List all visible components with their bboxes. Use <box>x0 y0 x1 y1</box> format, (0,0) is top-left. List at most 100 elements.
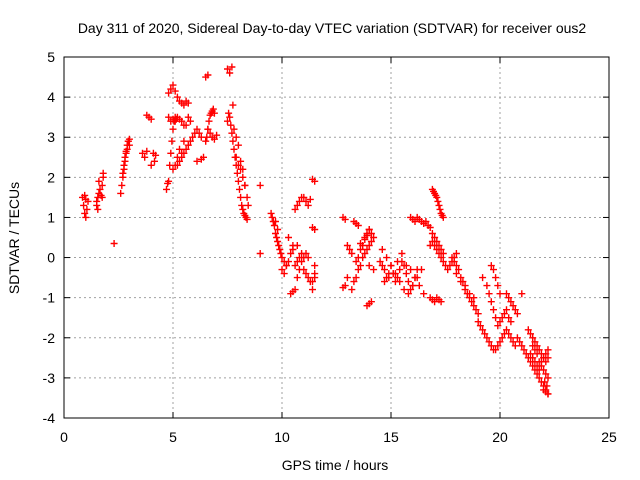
data-point <box>503 326 510 334</box>
data-point <box>341 215 349 223</box>
data-point <box>367 230 375 237</box>
data-point <box>226 69 234 77</box>
data-point <box>95 177 103 185</box>
data-point <box>122 147 130 155</box>
data-point <box>511 342 519 350</box>
data-point <box>238 201 246 209</box>
data-point <box>402 270 410 278</box>
chart-title: Day 311 of 2020, Sidereal Day-to-day VTE… <box>78 20 587 36</box>
data-point <box>306 195 314 203</box>
data-point <box>507 298 515 306</box>
data-point <box>275 242 283 249</box>
data-point <box>461 282 469 290</box>
data-point <box>84 197 92 205</box>
data-point <box>542 350 550 358</box>
data-point <box>483 334 491 342</box>
data-point <box>352 274 360 282</box>
data-point <box>268 213 276 221</box>
data-point <box>444 266 452 274</box>
data-point <box>428 230 436 237</box>
data-point <box>516 338 524 346</box>
data-point <box>165 113 173 121</box>
data-point <box>98 181 106 189</box>
data-point <box>455 266 463 274</box>
data-point <box>256 250 264 257</box>
data-point <box>494 322 502 330</box>
data-point <box>524 326 532 334</box>
data-point <box>520 346 528 354</box>
x-tick-label: 10 <box>274 429 290 445</box>
data-point <box>398 250 406 257</box>
data-point <box>496 338 504 346</box>
data-point <box>121 153 129 161</box>
data-point <box>339 284 347 292</box>
data-point <box>507 334 515 342</box>
data-point <box>507 318 515 326</box>
data-point <box>202 137 210 145</box>
data-point <box>431 298 439 306</box>
data-point <box>513 334 521 342</box>
data-point <box>300 193 308 201</box>
data-point <box>110 240 118 247</box>
data-point <box>165 89 173 97</box>
data-point <box>267 209 275 217</box>
data-point <box>226 113 234 121</box>
data-point <box>411 274 419 282</box>
data-point <box>437 254 445 262</box>
axis-ticks: 0 5 10 15 20 25 -4 -3 -2 -1 0 1 2 3 4 5 <box>43 49 617 445</box>
data-point <box>276 246 284 253</box>
data-point <box>311 270 319 278</box>
data-point <box>389 270 397 278</box>
data-point <box>496 318 504 326</box>
y-axis-label: SDTVAR / TECUs <box>6 182 22 294</box>
data-point <box>193 157 201 165</box>
data-point <box>533 350 541 358</box>
data-point <box>227 121 235 129</box>
data-point <box>180 121 188 129</box>
data-point <box>544 346 552 354</box>
data-point <box>527 350 534 358</box>
data-point <box>165 177 173 185</box>
data-point <box>418 266 425 274</box>
data-point <box>123 141 131 149</box>
x-tick-label: 15 <box>383 429 399 445</box>
data-point <box>302 197 310 205</box>
data-point <box>182 145 190 153</box>
data-point <box>494 282 502 290</box>
data-point <box>237 193 245 201</box>
data-point <box>452 250 460 257</box>
data-point <box>80 201 88 209</box>
data-point <box>291 286 299 294</box>
data-point <box>200 153 207 161</box>
data-point <box>381 278 388 286</box>
data-point <box>243 215 251 223</box>
data-point <box>492 346 500 354</box>
data-point <box>439 213 447 221</box>
data-point <box>241 181 249 189</box>
data-point <box>452 270 460 278</box>
data-point <box>535 366 543 374</box>
data-point <box>169 125 177 133</box>
data-point <box>300 266 308 274</box>
data-point <box>180 137 188 145</box>
data-point <box>163 185 170 193</box>
data-point <box>437 246 445 253</box>
data-point <box>152 151 160 159</box>
data-point <box>167 85 175 93</box>
data-point <box>81 209 89 217</box>
data-point <box>169 165 177 173</box>
data-point <box>433 238 441 245</box>
data-point <box>274 238 282 245</box>
data-point <box>365 226 373 233</box>
data-point <box>295 254 303 262</box>
data-point <box>83 205 91 213</box>
data-point <box>125 135 133 143</box>
data-point <box>236 185 243 193</box>
data-point <box>120 161 128 169</box>
data-point <box>233 169 241 177</box>
data-point <box>400 286 408 294</box>
y-tick-label: 3 <box>47 129 55 145</box>
data-point <box>311 262 319 270</box>
data-point <box>503 290 510 298</box>
data-point <box>206 129 214 137</box>
